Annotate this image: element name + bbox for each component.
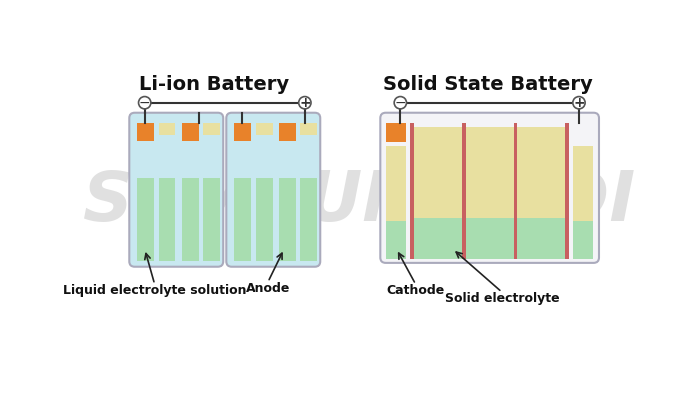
Bar <box>410 123 414 259</box>
Text: Solid State Battery: Solid State Battery <box>383 75 593 94</box>
Bar <box>234 178 251 261</box>
Bar <box>256 178 272 261</box>
Bar <box>517 218 565 259</box>
Bar <box>386 123 407 142</box>
Bar <box>466 218 514 259</box>
Circle shape <box>299 97 311 109</box>
Bar <box>386 146 407 221</box>
Bar <box>573 221 593 259</box>
Bar <box>517 127 565 218</box>
Text: +: + <box>573 96 584 110</box>
Bar <box>203 178 220 261</box>
Bar <box>462 123 466 259</box>
Bar <box>182 123 199 141</box>
Text: −: − <box>139 96 150 110</box>
Circle shape <box>139 97 151 109</box>
Bar <box>300 178 317 261</box>
Bar <box>203 123 220 136</box>
Bar <box>137 178 154 261</box>
Bar <box>414 218 462 259</box>
Bar <box>137 123 154 141</box>
Bar <box>514 123 517 259</box>
FancyBboxPatch shape <box>130 113 223 267</box>
Text: Anode: Anode <box>246 282 290 295</box>
Bar <box>300 123 317 136</box>
Circle shape <box>573 97 585 109</box>
Text: +: + <box>299 96 311 110</box>
Bar <box>573 146 593 221</box>
Bar <box>386 221 407 259</box>
Bar <box>234 123 251 141</box>
Bar <box>182 178 199 261</box>
Text: Cathode: Cathode <box>386 284 445 297</box>
Text: Solid electrolyte: Solid electrolyte <box>444 292 559 305</box>
Bar <box>158 123 176 136</box>
FancyBboxPatch shape <box>380 113 599 263</box>
Text: SAMSUNG SDI: SAMSUNG SDI <box>83 168 635 235</box>
Text: −: − <box>395 96 406 110</box>
Bar <box>414 127 462 218</box>
Text: Liquid electrolyte solution: Liquid electrolyte solution <box>63 284 246 297</box>
Bar <box>256 123 272 136</box>
Bar <box>565 123 569 259</box>
Bar <box>466 127 514 218</box>
Circle shape <box>394 97 407 109</box>
Bar <box>279 178 295 261</box>
Text: Li-ion Battery: Li-ion Battery <box>139 75 289 94</box>
FancyBboxPatch shape <box>226 113 321 267</box>
Bar <box>158 178 176 261</box>
Bar <box>279 123 295 141</box>
